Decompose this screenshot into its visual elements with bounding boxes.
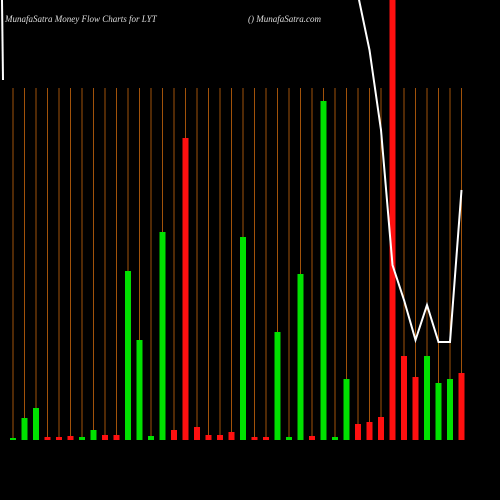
bar xyxy=(274,332,281,440)
bar xyxy=(240,237,246,440)
bar xyxy=(286,437,292,440)
bar xyxy=(263,437,269,440)
chart-title: MunafaSatra Money Flow Charts for LYT xyxy=(4,14,158,24)
bar xyxy=(182,138,189,440)
bar xyxy=(401,356,407,440)
bar xyxy=(228,432,235,440)
bar xyxy=(67,436,74,440)
bar xyxy=(320,101,327,440)
bar xyxy=(79,437,85,440)
bar xyxy=(56,437,62,440)
bar xyxy=(412,377,419,440)
bar xyxy=(33,408,39,440)
bar xyxy=(171,430,177,440)
bar xyxy=(44,437,51,440)
bar xyxy=(309,436,315,440)
bar xyxy=(194,427,200,440)
bar xyxy=(90,430,97,440)
bar xyxy=(458,373,465,440)
bar xyxy=(343,379,350,440)
bar xyxy=(355,424,361,440)
money-flow-line xyxy=(358,0,463,344)
bar xyxy=(217,435,223,440)
bar xyxy=(435,383,442,440)
bar xyxy=(125,271,131,440)
bar xyxy=(10,438,16,440)
bar xyxy=(251,437,258,440)
bar xyxy=(113,435,120,440)
bar xyxy=(136,340,143,440)
line-fragment xyxy=(1,0,4,81)
chart-subtitle: () MunafaSatra.com xyxy=(248,14,321,24)
bar xyxy=(21,418,28,440)
bar xyxy=(297,274,304,440)
bar xyxy=(159,232,166,440)
bar xyxy=(378,417,384,440)
bar xyxy=(332,437,338,440)
bar xyxy=(102,435,108,440)
bar xyxy=(389,0,396,440)
bar xyxy=(366,422,373,440)
bar xyxy=(424,356,430,440)
bar xyxy=(447,379,453,440)
bar xyxy=(148,436,154,440)
bar xyxy=(205,435,212,440)
